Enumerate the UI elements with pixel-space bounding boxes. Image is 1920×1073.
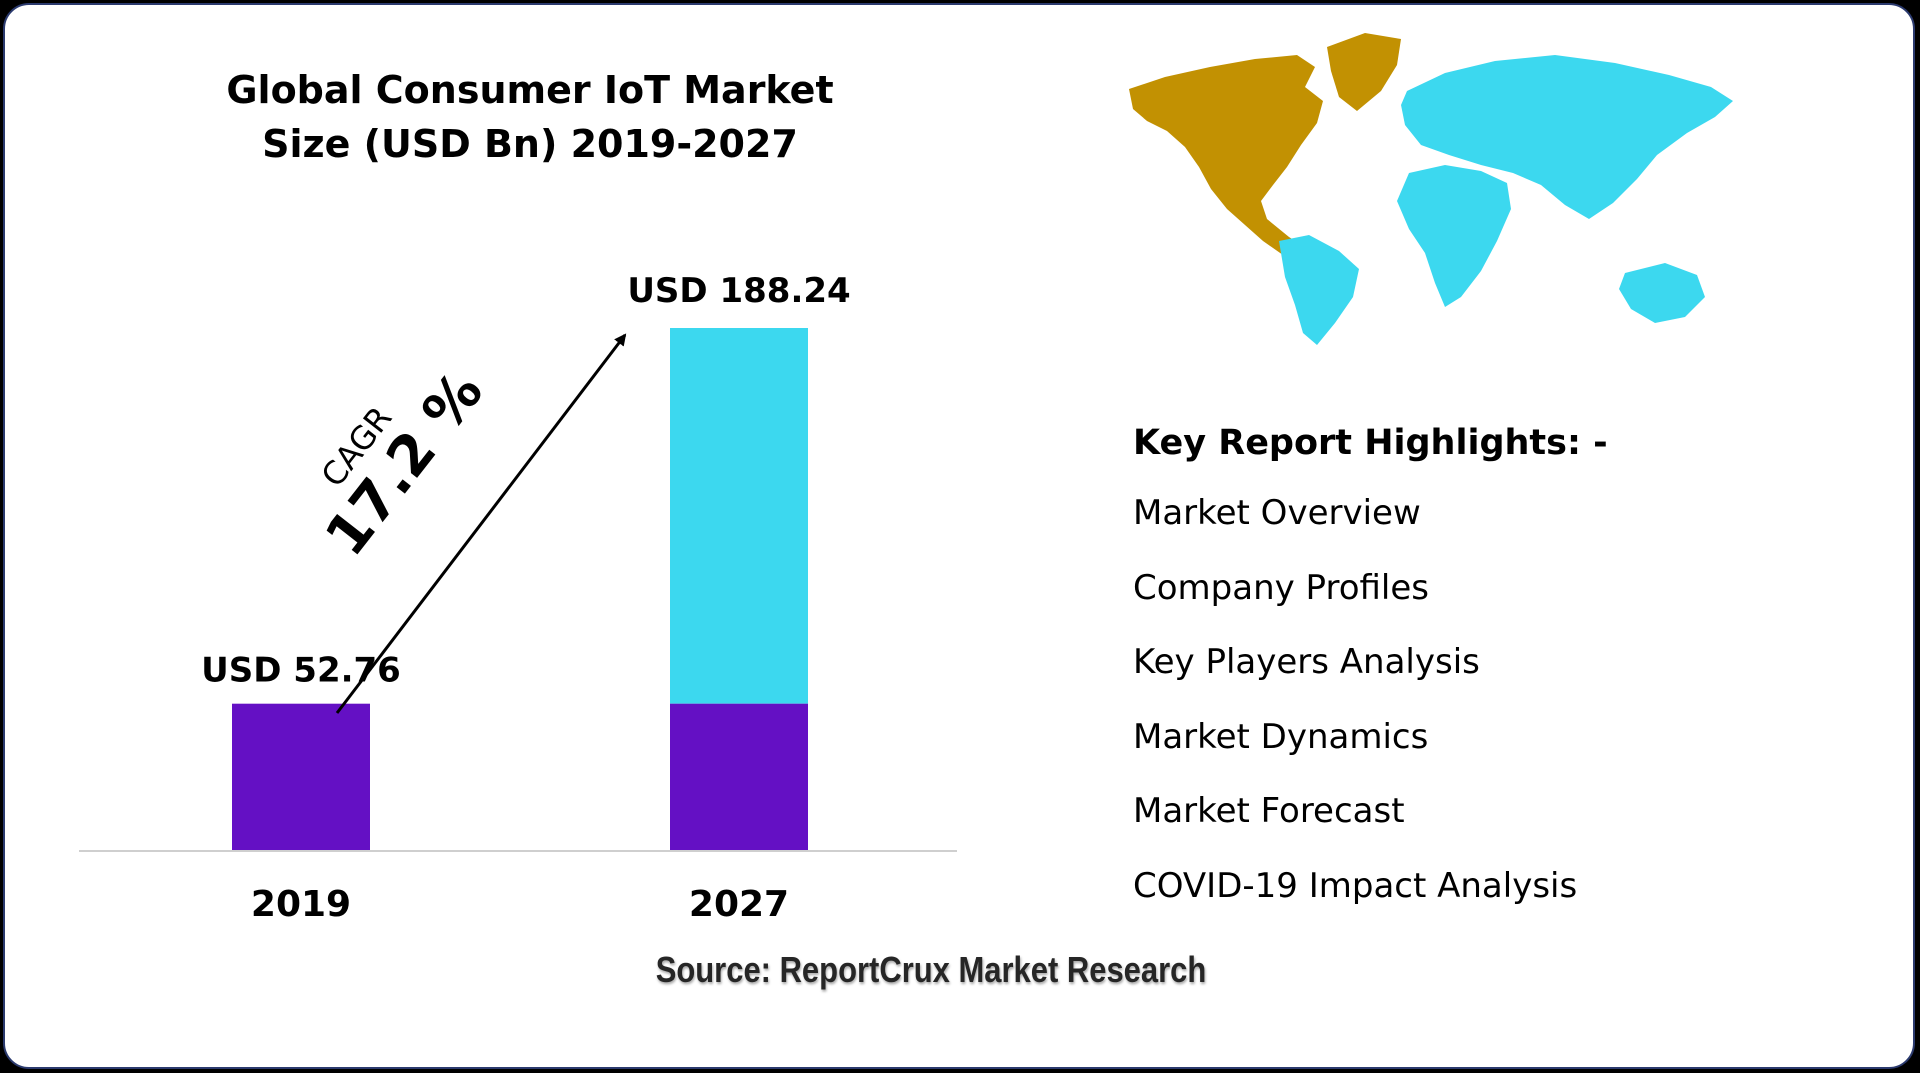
highlight-item: Market Forecast — [1133, 791, 1405, 831]
data-label-2027: USD 188.24 — [627, 271, 850, 311]
africa-shape — [1397, 165, 1511, 307]
highlight-item: Market Dynamics — [1133, 717, 1429, 757]
highlight-item: Market Overview — [1133, 493, 1421, 533]
greenland-shape — [1327, 33, 1401, 111]
source-credit: Source: ReportCrux Market Research — [655, 949, 1207, 990]
cagr-arrow — [335, 333, 627, 714]
chart-title: Global Consumer IoT Market Size (USD Bn)… — [226, 68, 834, 166]
bar-2027-base-segment — [670, 703, 808, 850]
highlight-item: Company Profiles — [1133, 568, 1429, 608]
south-america-shape — [1279, 235, 1359, 345]
infographic-card: USD 52.76 USD 188.24 2019 2027 CAGR 17.2… — [3, 3, 1915, 1069]
bar-2019 — [232, 703, 370, 850]
world-map-icon — [1129, 33, 1733, 345]
europe-asia-shape — [1401, 55, 1733, 219]
highlight-item: COVID-19 Impact Analysis — [1133, 866, 1578, 906]
australia-shape — [1619, 263, 1705, 323]
highlights-title: Key Report Highlights: - — [1133, 423, 1608, 463]
highlight-item: Key Players Analysis — [1133, 642, 1480, 682]
x-tick-label-2019: 2019 — [251, 884, 351, 925]
north-america-shape — [1129, 55, 1323, 261]
x-tick-label-2027: 2027 — [689, 884, 789, 925]
bar-2027-growth-segment — [670, 328, 808, 704]
bar-chart: USD 52.76 USD 188.24 2019 2027 CAGR 17.2… — [79, 33, 1733, 925]
